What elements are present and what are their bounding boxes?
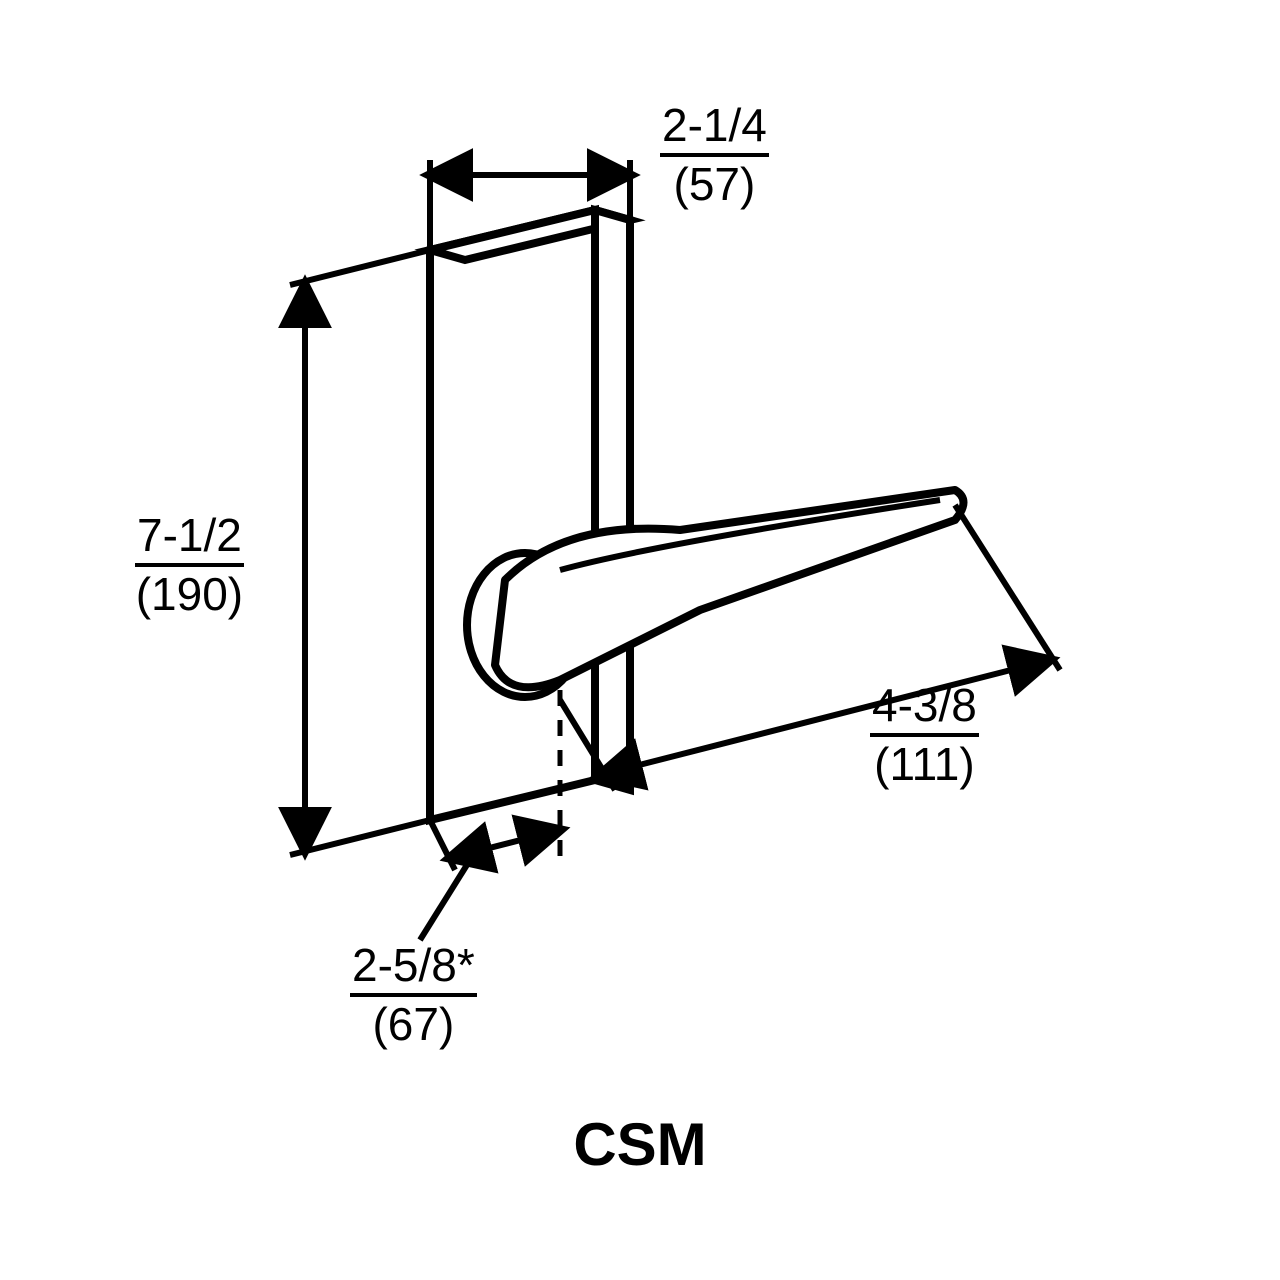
diagram-title: CSM [0, 1110, 1280, 1179]
dim-lever-imperial: 4-3/8 [870, 680, 979, 737]
dim-height-imperial: 7-1/2 [135, 510, 244, 567]
dim-height-label: 7-1/2 (190) [135, 510, 244, 619]
dim-backset-imperial: 2-5/8* [350, 940, 477, 997]
dim-height [290, 250, 430, 855]
dim-width-metric: (57) [660, 157, 769, 210]
dim-backset-label: 2-5/8* (67) [350, 940, 477, 1049]
dim-backset-metric: (67) [350, 997, 477, 1050]
escutcheon-plate [430, 210, 630, 820]
diagram-canvas: 2-1/4 (57) 7-1/2 (190) 4-3/8 (111) 2-5/8… [0, 0, 1280, 1280]
diagram-svg [0, 0, 1280, 1280]
dim-width-label: 2-1/4 (57) [660, 100, 769, 209]
dim-width-imperial: 2-1/4 [660, 100, 769, 157]
dim-lever-label: 4-3/8 (111) [870, 680, 979, 789]
dim-height-metric: (190) [135, 567, 244, 620]
dim-backset [420, 820, 560, 940]
dim-lever-metric: (111) [870, 737, 979, 790]
